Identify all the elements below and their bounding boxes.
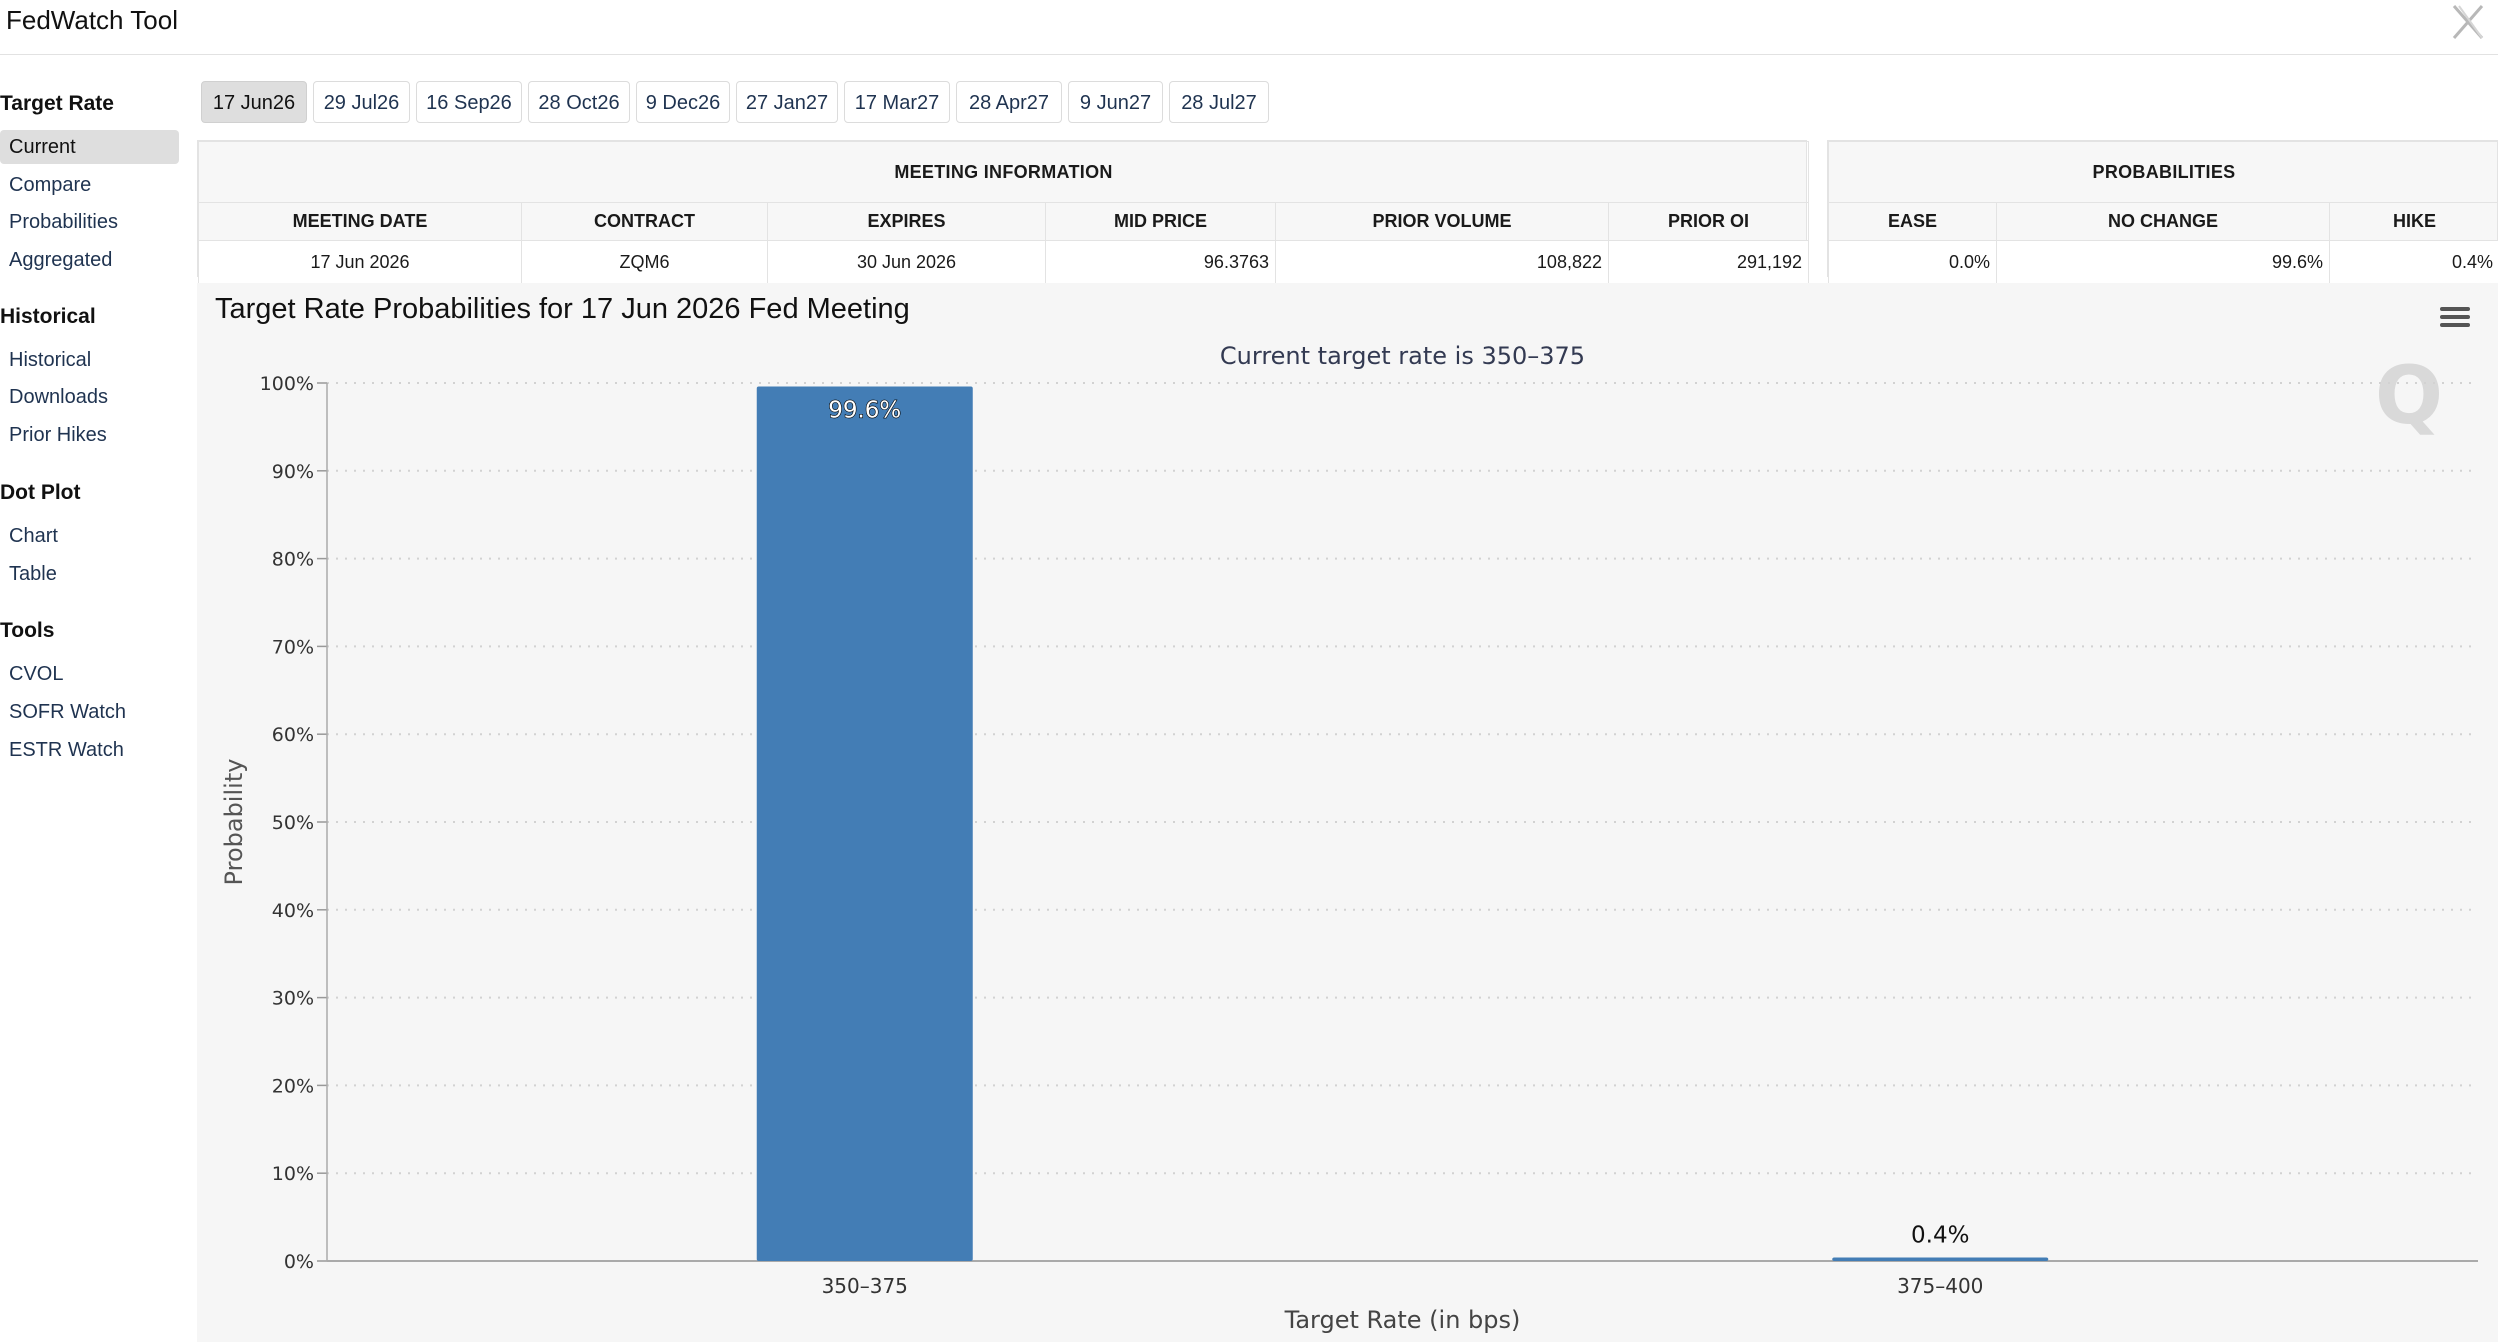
chart-title: Target Rate Probabilities for 17 Jun 202… <box>215 293 910 325</box>
meeting-information-panel: MEETING INFORMATION MEETING DATE CONTRAC… <box>197 140 1810 284</box>
chart-panel: Target Rate Probabilities for 17 Jun 202… <box>197 283 2498 1342</box>
col-header-contract: CONTRACT <box>521 202 768 241</box>
col-header-prior-oi: PRIOR OI <box>1607 202 1810 241</box>
tab-9-dec26[interactable]: 9 Dec26 <box>636 81 730 123</box>
x-axis-title: Target Rate (in bps) <box>1284 1306 1521 1334</box>
sidebar-item-current[interactable]: Current <box>0 130 179 164</box>
app-title: FedWatch Tool <box>6 5 178 35</box>
sidebar-item-compare[interactable]: Compare <box>9 174 92 196</box>
y-tick-label: 20% <box>272 1075 314 1097</box>
tab-17-mar27[interactable]: 17 Mar27 <box>844 81 950 123</box>
col-header-prior-volume: PRIOR VOLUME <box>1275 202 1609 241</box>
sidebar-heading-target-rate: Target Rate <box>0 92 114 115</box>
close-x-icon[interactable] <box>2448 2 2488 42</box>
col-header-expires: EXPIRES <box>767 202 1046 241</box>
x-tick-label: 350–375 <box>822 1274 908 1298</box>
y-tick-label: 0% <box>284 1251 314 1273</box>
sidebar-heading-historical: Historical <box>0 305 96 328</box>
sidebar-heading-tools: Tools <box>0 619 55 642</box>
cell-hike: 0.4% <box>2329 240 2498 284</box>
y-axis-title: Probability <box>220 759 248 886</box>
tab-9-jun27[interactable]: 9 Jun27 <box>1068 81 1163 123</box>
probabilities-caption: PROBABILITIES <box>1828 141 2498 203</box>
col-header-hike: HIKE <box>2329 202 2498 241</box>
table-row: 0.0% 99.6% 0.4% <box>1828 240 2498 284</box>
tab-28-apr27[interactable]: 28 Apr27 <box>956 81 1062 123</box>
sidebar-item-chart[interactable]: Chart <box>9 525 58 547</box>
cell-ease: 0.0% <box>1828 240 1997 284</box>
hamburger-menu-icon[interactable] <box>2438 302 2472 332</box>
y-tick-label: 40% <box>272 900 314 922</box>
y-tick-label: 80% <box>272 549 314 571</box>
bar-375–400 <box>1832 1257 2049 1261</box>
sidebar-heading-dot-plot: Dot Plot <box>0 481 81 504</box>
sidebar-item-probabilities[interactable]: Probabilities <box>9 211 118 233</box>
y-tick-label: 70% <box>272 636 314 658</box>
sidebar-item-historical[interactable]: Historical <box>9 349 92 371</box>
probability-bar-chart: Q Current target rate is 350–375 0% 10% 20% 3… <box>220 342 2478 1334</box>
top-bar: FedWatch Tool <box>0 0 2498 55</box>
cell-no-change: 99.6% <box>1996 240 2330 284</box>
cell-expires: 30 Jun 2026 <box>767 240 1046 284</box>
bar-data-label: 99.6% <box>828 398 901 424</box>
col-header-meeting-date: MEETING DATE <box>198 202 522 241</box>
y-tick-label: 30% <box>272 988 314 1010</box>
x-tick-label: 375–400 <box>1897 1274 1983 1298</box>
probabilities-panel: PROBABILITIES EASE NO CHANGE HIKE 0.0% 9… <box>1827 140 2498 284</box>
sidebar-item-cvol[interactable]: CVOL <box>9 663 64 685</box>
y-tick-label: 50% <box>272 812 314 834</box>
sidebar-item-table[interactable]: Table <box>9 563 57 585</box>
cell-contract: ZQM6 <box>521 240 768 284</box>
bar-350–375 <box>756 386 973 1262</box>
cell-meeting-date: 17 Jun 2026 <box>198 240 522 284</box>
sidebar-item-sofr-watch[interactable]: SOFR Watch <box>9 701 127 723</box>
sidebar-item-prior-hikes[interactable]: Prior Hikes <box>9 424 107 446</box>
tab-17-jun26[interactable]: 17 Jun26 <box>201 81 307 123</box>
y-tick-label: 10% <box>272 1163 314 1185</box>
cell-prior-volume: 108,822 <box>1275 240 1609 284</box>
table-row: 17 Jun 2026 ZQM6 30 Jun 2026 96.3763 108… <box>198 240 1810 284</box>
tab-29-jul26[interactable]: 29 Jul26 <box>313 81 410 123</box>
tab-28-jul27[interactable]: 28 Jul27 <box>1169 81 1269 123</box>
meeting-information-table: MEETING INFORMATION MEETING DATE CONTRAC… <box>197 141 1810 284</box>
y-tick-label: 90% <box>272 461 314 483</box>
sidebar-item-downloads[interactable]: Downloads <box>9 386 108 408</box>
y-tick-label: 60% <box>272 724 314 746</box>
chart-subtitle: Current target rate is 350–375 <box>1220 342 1585 370</box>
col-header-mid-price: MID PRICE <box>1045 202 1276 241</box>
sidebar-item-aggregated[interactable]: Aggregated <box>9 249 113 271</box>
tab-28-oct26[interactable]: 28 Oct26 <box>528 81 630 123</box>
col-header-no-change: NO CHANGE <box>1996 202 2330 241</box>
cell-mid-price: 96.3763 <box>1045 240 1276 284</box>
probabilities-table: PROBABILITIES EASE NO CHANGE HIKE 0.0% 9… <box>1828 141 2498 284</box>
tab-27-jan27[interactable]: 27 Jan27 <box>736 81 838 123</box>
meeting-information-caption: MEETING INFORMATION <box>197 141 1810 203</box>
watermark-logo: Q <box>2375 349 2443 442</box>
sidebar-item-estr-watch[interactable]: ESTR Watch <box>9 739 124 761</box>
tab-16-sep26[interactable]: 16 Sep26 <box>416 81 522 123</box>
col-header-ease: EASE <box>1828 202 1997 241</box>
cell-prior-oi: 291,192 <box>1607 240 1810 284</box>
y-tick-label: 100% <box>260 373 314 395</box>
bar-data-label: 0.4% <box>1911 1222 1969 1248</box>
